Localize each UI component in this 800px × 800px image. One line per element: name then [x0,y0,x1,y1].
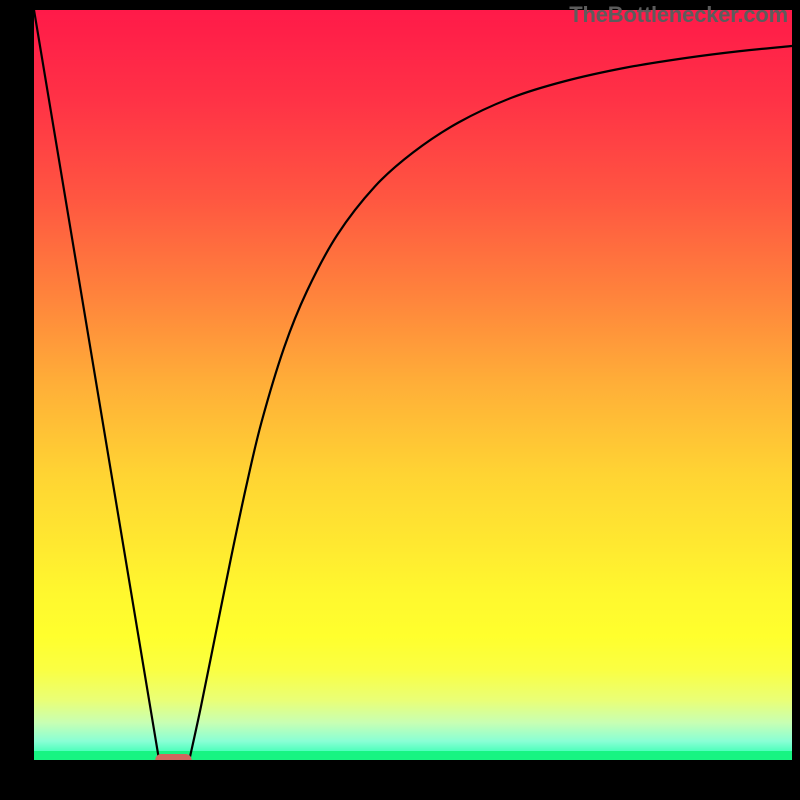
plot-svg [34,10,792,760]
gradient-field [34,10,792,760]
plot-area [34,10,792,760]
sweet-spot-marker [155,754,191,760]
baseline-band [34,751,792,760]
watermark-text: TheBottlenecker.com [569,2,788,28]
bottleneck-chart: TheBottlenecker.com [0,0,800,800]
